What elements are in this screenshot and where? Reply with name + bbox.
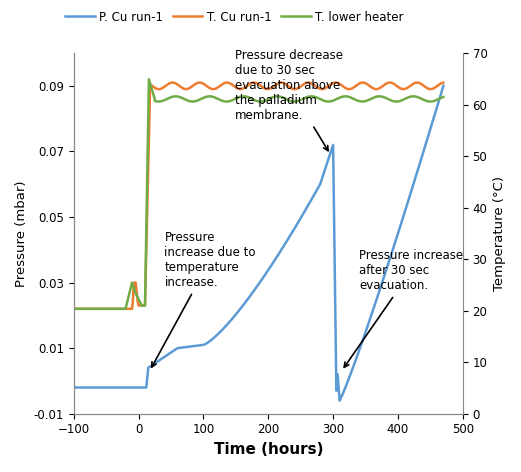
X-axis label: Time (hours): Time (hours): [214, 442, 323, 457]
T. lower heater: [70, 306, 77, 312]
Line: T. lower heater: T. lower heater: [73, 79, 443, 309]
T. lower heater: [440, 94, 446, 100]
T. lower heater: [370, 95, 376, 101]
T. Cu run-1: [425, 85, 431, 91]
T. Cu run-1: [70, 306, 77, 312]
T. Cu run-1: [332, 80, 339, 85]
Legend: P. Cu run-1, T. Cu run-1, T. lower heater: P. Cu run-1, T. Cu run-1, T. lower heate…: [60, 6, 408, 28]
Line: T. Cu run-1: T. Cu run-1: [73, 83, 443, 309]
T. Cu run-1: [181, 86, 188, 92]
P. Cu run-1: [281, 243, 287, 249]
T. Cu run-1: [159, 85, 165, 91]
Text: Pressure decrease
due to 30 sec
evacuation above
the palladium
membrane.: Pressure decrease due to 30 sec evacuati…: [234, 49, 342, 151]
P. Cu run-1: [337, 398, 343, 404]
Text: Pressure increase
after 30 sec
evacuation.: Pressure increase after 30 sec evacuatio…: [344, 249, 463, 367]
Y-axis label: Temperature (°C): Temperature (°C): [493, 176, 506, 291]
T. lower heater: [146, 76, 152, 82]
T. lower heater: [366, 97, 372, 103]
P. Cu run-1: [186, 344, 192, 349]
P. Cu run-1: [252, 286, 258, 292]
P. Cu run-1: [440, 83, 446, 89]
P. Cu run-1: [350, 364, 356, 370]
T. Cu run-1: [226, 80, 232, 85]
T. lower heater: [358, 99, 365, 104]
T. Cu run-1: [228, 81, 234, 86]
T. lower heater: [83, 306, 89, 312]
P. Cu run-1: [70, 385, 77, 390]
T. Cu run-1: [440, 80, 446, 85]
P. Cu run-1: [291, 227, 297, 233]
T. lower heater: [201, 94, 207, 100]
P. Cu run-1: [269, 261, 275, 267]
T. Cu run-1: [390, 81, 396, 86]
Line: P. Cu run-1: P. Cu run-1: [73, 86, 443, 401]
Y-axis label: Pressure (mbar): Pressure (mbar): [15, 180, 28, 287]
Text: Pressure
increase due to
temperature
increase.: Pressure increase due to temperature inc…: [152, 231, 256, 367]
T. lower heater: [285, 97, 291, 103]
